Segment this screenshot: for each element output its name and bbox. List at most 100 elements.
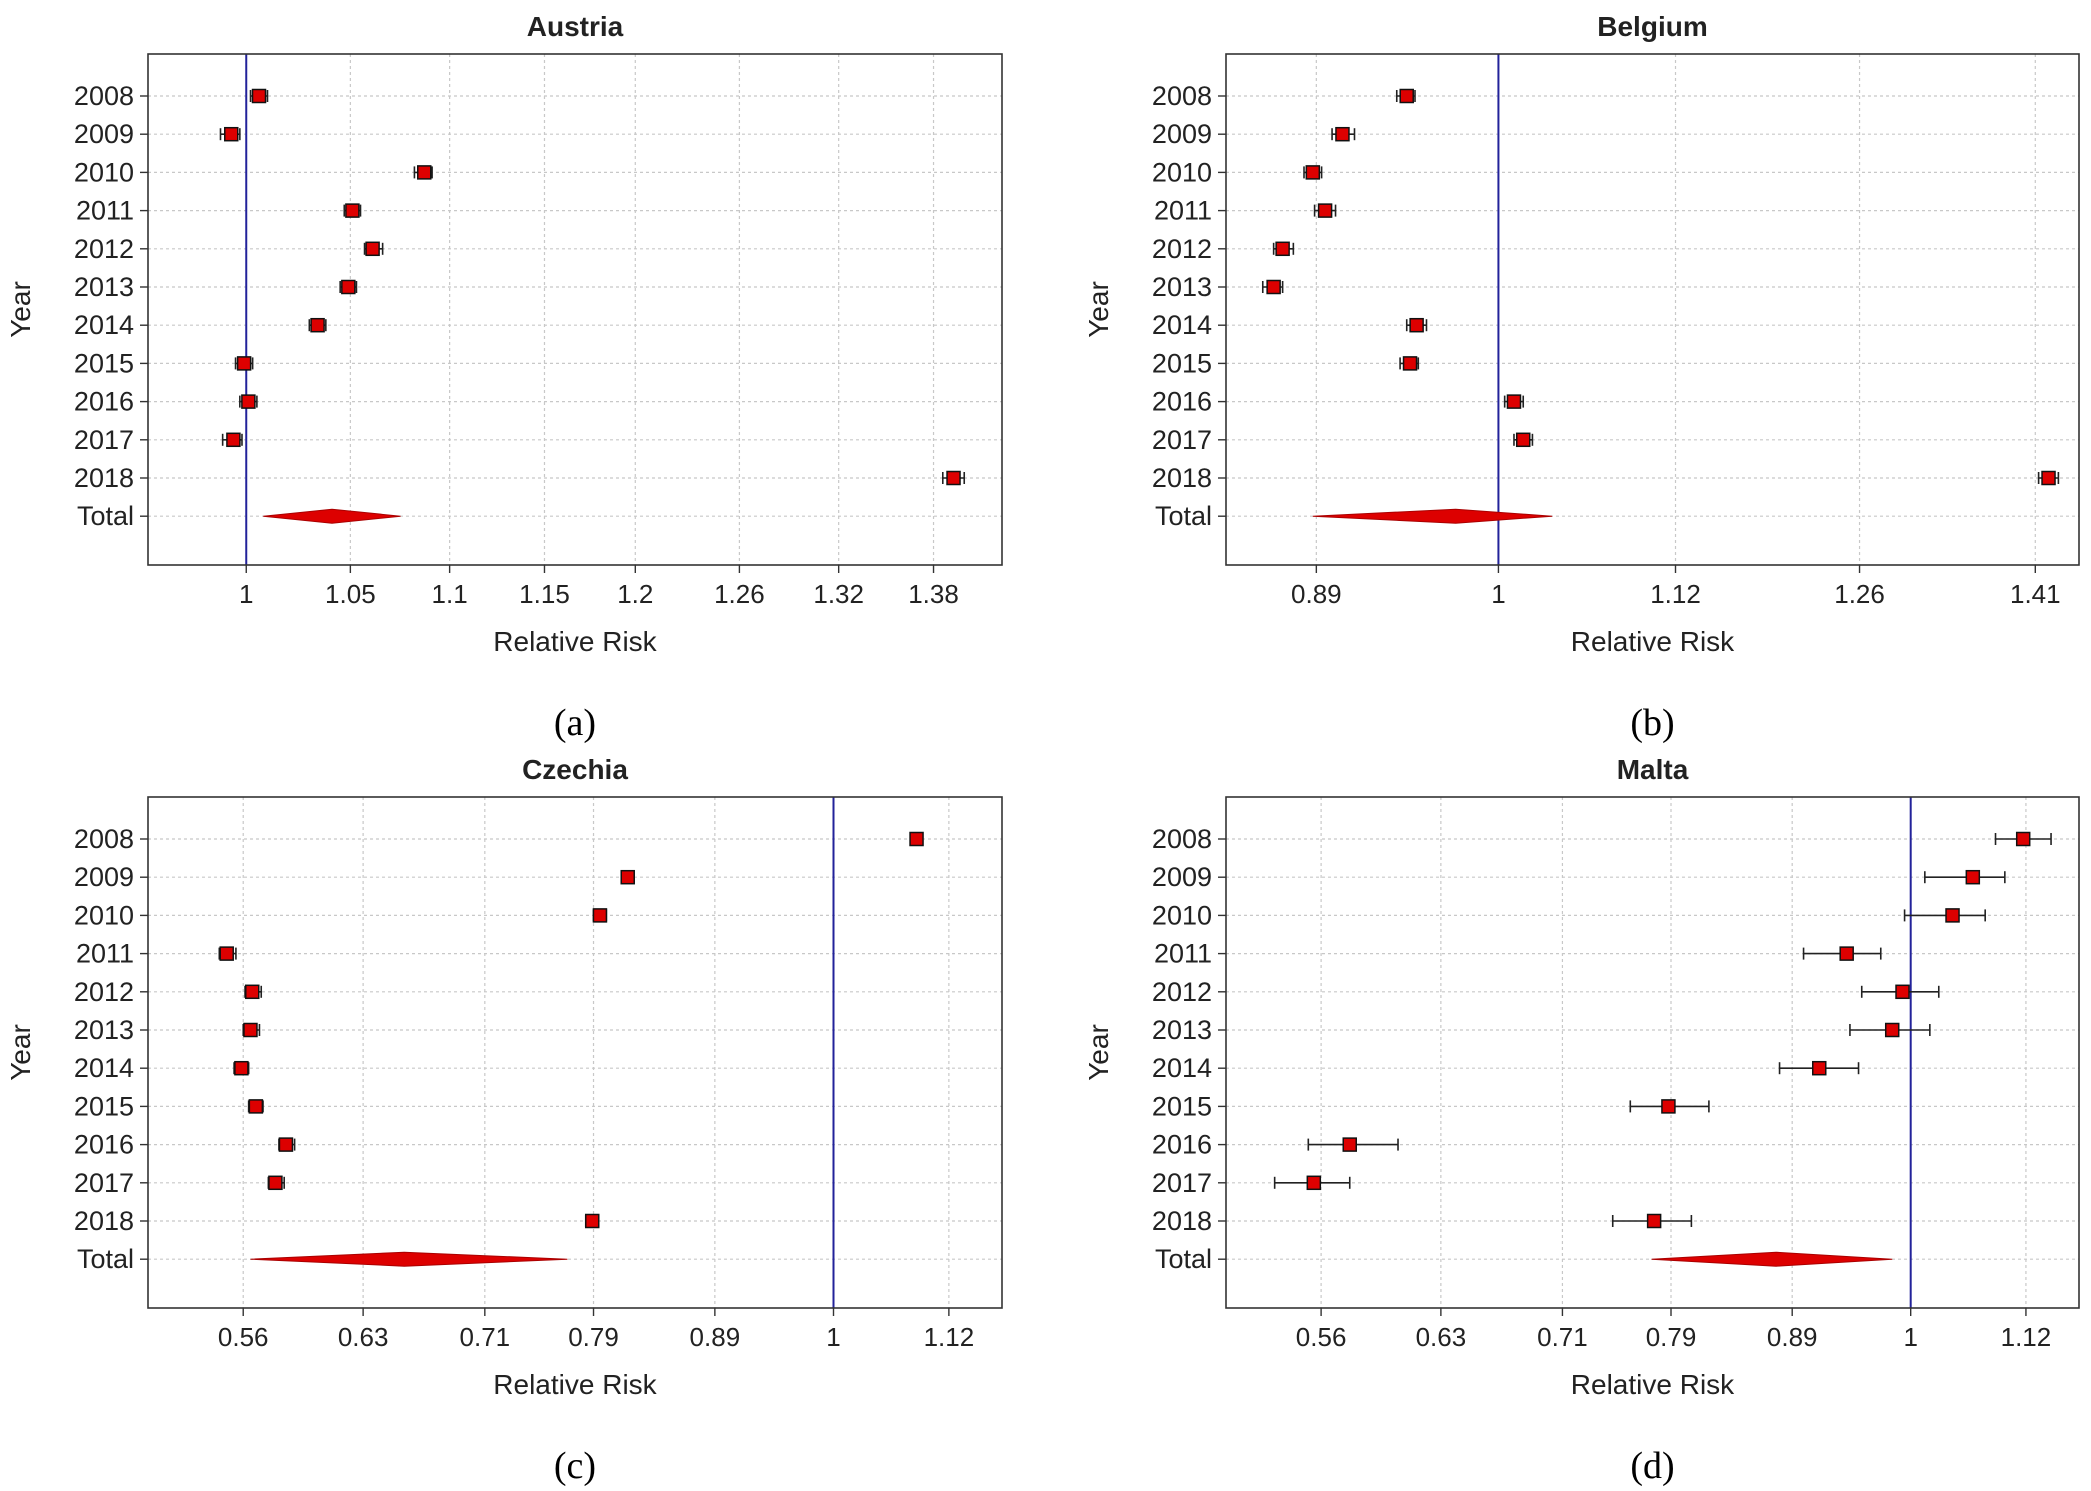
y-tick-label: 2011 [76,196,134,226]
estimate-point-2009 [620,869,635,885]
x-tick-label: 1 [239,579,253,609]
estimate-point-2016 [1506,394,1522,409]
x-tick-label: 0.63 [1416,1322,1467,1352]
y-tick-label: 2016 [1152,387,1212,417]
y-tick-label: 2014 [1152,1053,1212,1083]
estimate-point-2014 [310,317,325,333]
x-tick-label: 1.12 [2001,1322,2052,1352]
x-tick-label: 1.26 [1834,579,1885,609]
panel-caption: (c) [554,1445,596,1487]
estimate-point-2013 [1884,1022,1900,1038]
estimate-point-2016 [241,394,256,409]
estimate-point-2017 [1515,432,1531,448]
y-tick-label: 2014 [74,310,134,340]
y-tick-label: 2008 [74,824,134,854]
estimate-point-2018 [1646,1213,1662,1229]
estimate-point-2011 [1317,203,1333,218]
y-tick-label: 2018 [74,1206,134,1236]
y-tick-label: 2015 [1152,1091,1212,1121]
estimate-point-2010 [1305,165,1321,180]
y-tick-label: 2013 [74,1015,134,1045]
estimate-point-2011 [345,203,360,218]
panel-title: Austria [527,11,624,42]
x-tick-label: 1 [1903,1322,1917,1352]
x-tick-label: 0.89 [1767,1322,1818,1352]
y-tick-label: 2009 [74,862,134,892]
panel-d: Malta 0.56 0.63 0.71 0.79 0.89 1 1.12 2008 2009 20… [1083,754,2080,1487]
y-tick-label: 2018 [74,463,134,493]
estimate-point-2015 [236,356,252,371]
total-diamond [1312,508,1553,524]
panel-a: Austria 1 1.05 1.1 1.15 1.2 1.26 1.32 1.38 2008 20… [5,11,1003,744]
estimate-point-2017 [1306,1175,1322,1191]
x-axis-title: Relative Risk [1571,1369,1735,1400]
estimate-point-2016 [278,1137,294,1152]
estimate-point-2013 [341,279,356,295]
estimate-point-2016 [1342,1137,1357,1152]
y-tick-label: 2008 [1152,81,1212,111]
y-tick-label: 2012 [74,234,134,264]
panel-caption: (b) [1630,702,1674,744]
x-axis-title: Relative Risk [493,626,657,657]
estimate-point-2012 [1275,241,1290,257]
y-tick-label: 2009 [1152,862,1212,892]
y-axis-title: Year [5,281,36,338]
x-tick-label: 0.79 [568,1322,619,1352]
y-tick-label: 2008 [1152,824,1212,854]
x-tick-label: 1.15 [519,579,570,609]
estimate-point-2015 [1661,1099,1676,1114]
y-tick-label: 2010 [1152,900,1212,930]
x-tick-label: 1.12 [1650,579,1701,609]
y-tick-label: 2009 [74,119,134,149]
estimate-point-2015 [248,1099,264,1114]
y-tick-label: Total [77,1244,134,1274]
y-tick-label: 2017 [1152,1168,1212,1198]
estimate-point-2009 [1965,869,1981,885]
x-tick-label: 0.71 [460,1322,511,1352]
x-tick-label: 1.38 [908,579,959,609]
x-tick-label: 1.41 [2010,579,2061,609]
y-tick-label: 2016 [1152,1130,1212,1160]
estimate-point-2009 [1335,126,1350,142]
estimate-point-2010 [592,908,608,923]
panel-c: Czechia 0.56 0.63 0.71 0.79 0.89 1 1.12 2008 2009… [5,754,1003,1487]
y-tick-label: 2018 [1152,463,1212,493]
y-tick-label: Total [77,501,134,531]
y-tick-label: 2018 [1152,1206,1212,1236]
x-tick-label: 0.71 [1537,1322,1588,1352]
panel-title: Malta [1617,754,1689,785]
estimate-point-2008 [909,831,924,847]
total-diamond [250,1251,568,1267]
panel-title: Czechia [522,754,628,785]
y-axis-title: Year [5,1024,36,1081]
y-tick-label: 2017 [74,425,134,455]
estimate-point-2008 [251,88,267,104]
y-tick-label: 2014 [74,1053,134,1083]
estimate-point-2008 [2015,831,2031,847]
estimate-point-2010 [1945,908,1960,923]
x-axis-title: Relative Risk [493,1369,657,1400]
y-tick-label: 2013 [1152,1015,1212,1045]
y-tick-label: 2013 [1152,272,1212,302]
x-axis-title: Relative Risk [1571,626,1735,657]
x-tick-label: 0.63 [338,1322,389,1352]
x-tick-label: 1.32 [813,579,864,609]
estimate-point-2015 [1402,356,1418,371]
y-tick-label: 2014 [1152,310,1212,340]
estimate-point-2011 [219,946,234,961]
estimate-point-2014 [1409,317,1424,333]
y-tick-label: 2012 [1152,234,1212,264]
estimate-point-2012 [1895,984,1910,1000]
x-tick-label: 1 [1491,579,1505,609]
y-tick-label: 2015 [74,1091,134,1121]
y-tick-label: 2009 [1152,119,1212,149]
y-tick-label: 2011 [76,939,134,969]
estimate-point-2018 [946,470,961,486]
plot-frame [1225,53,2080,566]
estimate-point-2018 [584,1213,600,1229]
x-tick-label: 1.1 [432,579,468,609]
x-tick-label: 1.26 [714,579,765,609]
y-tick-label: 2010 [74,157,134,187]
x-tick-label: 0.79 [1646,1322,1697,1352]
x-tick-label: 1.12 [924,1322,975,1352]
